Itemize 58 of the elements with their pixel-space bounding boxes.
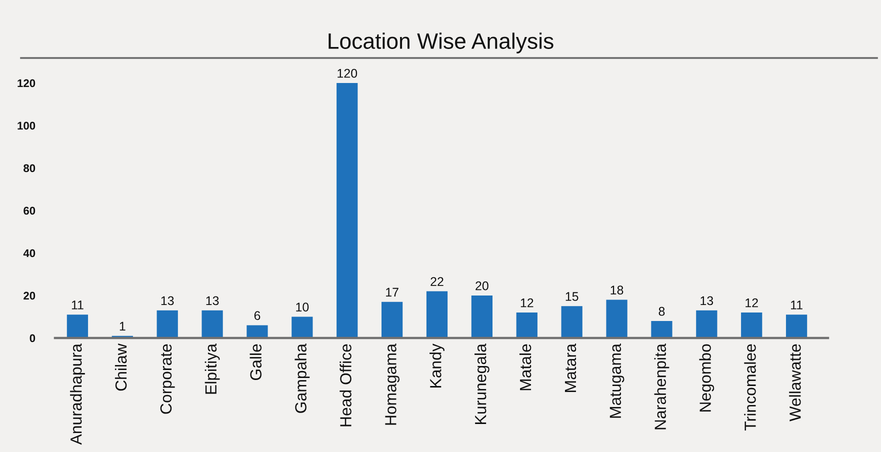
x-tick-label: Elpitiya (204, 344, 220, 394)
bar (382, 302, 403, 338)
data-label: 11 (791, 300, 802, 310)
x-tick-label: Negombo (699, 344, 714, 412)
x-tick-label: Matara (564, 344, 576, 392)
data-label: 20 (476, 281, 488, 290)
x-tick-label: Corporate (160, 344, 175, 414)
data-label: 17 (386, 288, 398, 297)
bar (786, 314, 808, 338)
y-tick-label: 80 (24, 164, 36, 172)
bar (292, 316, 313, 338)
data-label: 13 (161, 296, 174, 306)
x-tick-label: Wellawatte (789, 344, 801, 422)
bar (246, 325, 268, 338)
x-tick-label: Trincomalee (744, 344, 756, 430)
bar (606, 300, 628, 338)
x-tick-label: Kurunegala (474, 344, 490, 424)
bar (516, 312, 538, 338)
x-tick-label: Head Office (340, 344, 352, 426)
y-tick-label: 100 (18, 122, 36, 130)
y-tick-label: 120 (18, 79, 36, 88)
data-label: 12 (520, 298, 534, 308)
data-label: 1 (120, 322, 126, 331)
y-tick-label: 40 (23, 249, 36, 258)
data-label: 18 (610, 286, 624, 294)
bar (696, 310, 718, 338)
data-label: 10 (296, 302, 309, 312)
data-label: 13 (206, 296, 219, 306)
data-label: 22 (430, 277, 444, 286)
y-tick-label: 60 (24, 206, 36, 215)
y-tick-label: 20 (24, 292, 36, 300)
data-label: 8 (658, 306, 665, 316)
bar (651, 321, 672, 338)
x-tick-label: Matale (519, 344, 532, 390)
x-tick-label: Galle (250, 344, 262, 380)
bar (336, 83, 358, 338)
data-label: 15 (566, 292, 578, 301)
x-tick-label: Kandy (430, 344, 444, 388)
data-label: 6 (254, 311, 260, 320)
x-tick-label: Gampaha (294, 344, 310, 413)
x-tick-label: Matugama (610, 344, 624, 418)
bar (561, 306, 582, 338)
bar (471, 296, 493, 338)
x-tick-label: Narahenpita (654, 344, 670, 430)
data-label: 12 (746, 298, 758, 308)
bar (426, 291, 448, 338)
bar (156, 310, 178, 338)
data-label: 13 (700, 296, 714, 306)
bar (741, 312, 762, 338)
x-tick-label: Chilaw (114, 344, 127, 391)
bar (202, 310, 223, 338)
data-label: 120 (338, 68, 358, 78)
data-label: 11 (72, 300, 84, 310)
chart-title: Location Wise Analysis (328, 32, 554, 54)
bar (66, 314, 88, 338)
x-tick-label: Homagama (385, 344, 400, 425)
x-tick-label: Anuradhapura (70, 344, 85, 445)
y-tick-label: 0 (30, 334, 36, 342)
